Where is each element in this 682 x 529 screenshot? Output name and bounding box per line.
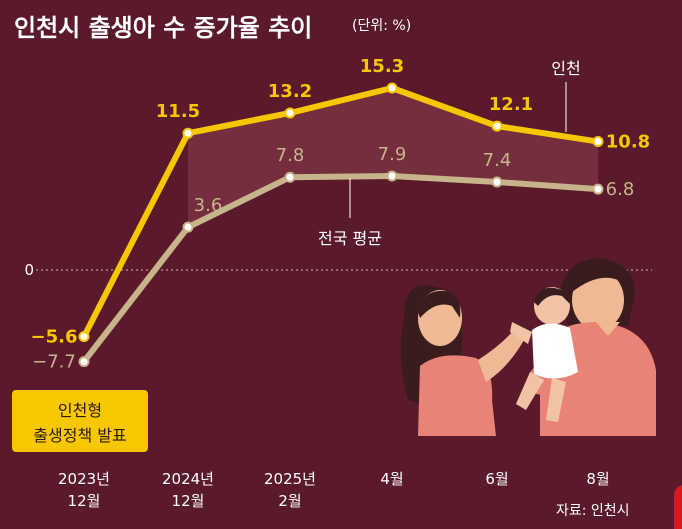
national-point	[592, 183, 604, 195]
series-label-national: 전국 평균	[318, 229, 382, 248]
incheon-value-label: 11.5	[156, 101, 200, 122]
announcement-line-1: 인천형	[58, 401, 102, 420]
x-tick-label: 2024년 12월	[162, 470, 214, 510]
national-value-label: 3.6	[194, 195, 223, 216]
national-line	[81, 173, 599, 364]
x-tick-label: 6월	[485, 470, 508, 488]
incheon-point	[592, 136, 604, 148]
incheon-value-label: 13.2	[268, 81, 312, 102]
incheon-point	[78, 331, 90, 343]
zero-tick-label: 0	[24, 261, 34, 279]
incheon-point	[386, 82, 398, 94]
national-value-label: −7.7	[32, 352, 76, 373]
national-value-label: 7.9	[378, 144, 407, 165]
incheon-value-label: −5.6	[31, 327, 78, 348]
incheon-point	[491, 120, 503, 132]
incheon-point	[284, 107, 296, 119]
incheon-value-label: 15.3	[360, 56, 404, 77]
national-value-label: 7.4	[483, 150, 512, 171]
x-tick-label: 4월	[380, 470, 403, 488]
national-value-label: 7.8	[276, 145, 305, 166]
national-point	[386, 170, 398, 182]
national-point	[491, 176, 503, 188]
incheon-value-label: 10.8	[606, 132, 650, 153]
x-tick-label: 2023년 12월	[58, 470, 110, 510]
national-value-label: 6.8	[606, 179, 635, 200]
x-tick-label: 8월	[586, 470, 609, 488]
announcement-box: 인천형 출생정책 발표	[12, 390, 148, 452]
chart-title: 인천시 출생아 수 증가율 추이	[14, 14, 313, 42]
unit-label: (단위: %)	[352, 18, 412, 34]
national-point	[182, 221, 194, 233]
source-label: 자료: 인천시	[556, 503, 630, 519]
incheon-value-label: 12.1	[489, 94, 533, 115]
series-label-incheon: 인천	[551, 59, 580, 78]
x-tick-label: 2025년 2월	[264, 470, 316, 510]
gap-area	[188, 88, 598, 228]
national-point	[78, 356, 90, 368]
incheon-line	[81, 85, 599, 338]
incheon-point	[182, 127, 194, 139]
corner-tab	[674, 485, 682, 529]
national-point	[284, 171, 296, 183]
announcement-line-2: 출생정책 발표	[33, 426, 126, 445]
family-illustration	[400, 258, 656, 436]
